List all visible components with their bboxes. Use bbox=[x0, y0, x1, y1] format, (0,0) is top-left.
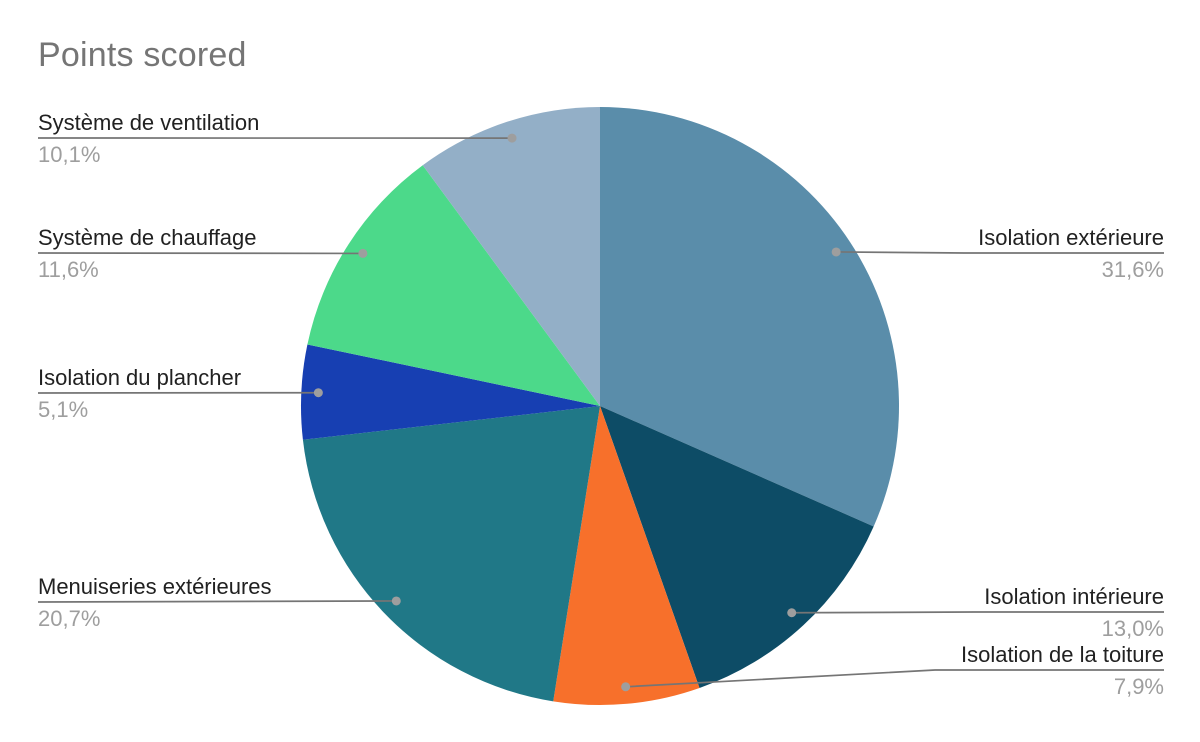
slice-label-name: Système de chauffage bbox=[38, 225, 257, 250]
leader-dot-3 bbox=[391, 596, 401, 606]
slice-label-isolation-exterieure: Isolation extérieure 31,6% bbox=[978, 225, 1164, 283]
pie-slice-0[interactable] bbox=[600, 107, 899, 527]
slice-label-name: Système de ventilation bbox=[38, 110, 260, 135]
slice-label-name: Isolation intérieure bbox=[984, 584, 1164, 609]
leader-dot-4 bbox=[313, 388, 323, 398]
leader-line-1 bbox=[791, 611, 1164, 614]
leader-dot-1 bbox=[787, 608, 797, 618]
slice-label-pct: 31,6% bbox=[1101, 257, 1164, 282]
slice-label-isolation-du-plancher: Isolation du plancher 5,1% bbox=[38, 365, 241, 423]
pie-slice-1[interactable] bbox=[600, 406, 874, 688]
pie-slice-3[interactable] bbox=[302, 406, 600, 702]
leader-line-2 bbox=[625, 669, 1164, 688]
slice-label-pct: 20,7% bbox=[38, 606, 101, 631]
chart-title: Points scored bbox=[38, 36, 247, 74]
slice-label-name: Menuiseries extérieures bbox=[38, 574, 272, 599]
pie-slice-5[interactable] bbox=[307, 165, 600, 406]
slice-label-pct: 7,9% bbox=[1113, 674, 1164, 699]
leader-line-3 bbox=[37, 600, 397, 603]
slice-label-systeme-de-chauffage: Système de chauffage 11,6% bbox=[38, 225, 257, 283]
slice-label-menuiseries-exterieures: Menuiseries extérieures 20,7% bbox=[38, 574, 272, 632]
pie-slice-6[interactable] bbox=[422, 107, 600, 406]
slice-label-name: Isolation extérieure bbox=[978, 225, 1164, 250]
slice-label-systeme-de-ventilation: Système de ventilation 10,1% bbox=[38, 110, 259, 168]
slice-label-isolation-de-la-toiture: Isolation de la toiture 7,9% bbox=[961, 642, 1164, 700]
pie-slice-4[interactable] bbox=[301, 344, 600, 440]
slice-label-pct: 10,1% bbox=[38, 142, 101, 167]
slice-label-pct: 13,0% bbox=[1101, 616, 1164, 641]
leader-dot-5 bbox=[358, 248, 368, 258]
leader-dot-0 bbox=[831, 247, 841, 257]
leader-dot-6 bbox=[507, 133, 517, 143]
pie-slice-2[interactable] bbox=[553, 406, 700, 705]
leader-dot-2 bbox=[621, 682, 631, 692]
leader-line-0 bbox=[836, 251, 1164, 254]
slice-label-name: Isolation de la toiture bbox=[960, 642, 1164, 667]
slice-label-name: Isolation du plancher bbox=[38, 365, 242, 390]
slice-label-pct: 11,6% bbox=[38, 257, 99, 282]
slice-label-pct: 5,1% bbox=[38, 397, 89, 422]
slice-label-isolation-interieure: Isolation intérieure 13,0% bbox=[984, 584, 1164, 642]
